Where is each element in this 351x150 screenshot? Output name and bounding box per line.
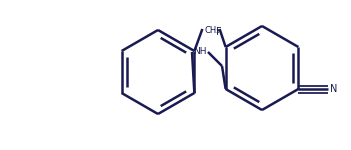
- Text: N: N: [330, 84, 338, 94]
- Text: F: F: [216, 27, 221, 37]
- Text: NH: NH: [193, 48, 207, 57]
- Text: CH₃: CH₃: [204, 26, 220, 35]
